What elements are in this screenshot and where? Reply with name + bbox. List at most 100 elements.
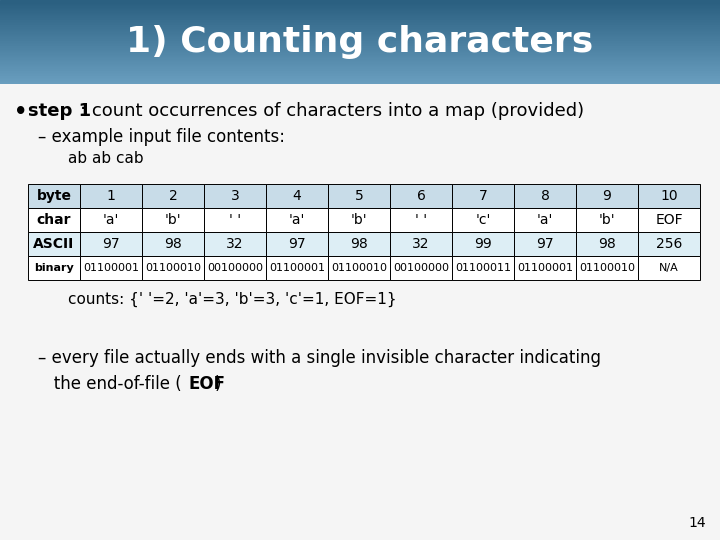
Text: 01100001: 01100001: [517, 263, 573, 273]
Bar: [28, 184, 80, 208]
Bar: [0, 23, 720, 24]
Text: 00100000: 00100000: [393, 263, 449, 273]
Text: the end-of-file (: the end-of-file (: [38, 375, 181, 393]
Text: 4: 4: [292, 189, 302, 203]
Bar: [390, 256, 452, 280]
Bar: [0, 50, 720, 51]
Bar: [266, 256, 328, 280]
Bar: [0, 20, 720, 21]
Bar: [0, 18, 720, 19]
Text: 98: 98: [164, 237, 182, 251]
Bar: [0, 37, 720, 38]
Bar: [0, 32, 720, 33]
Text: 1) Counting characters: 1) Counting characters: [127, 25, 593, 59]
Text: 01100010: 01100010: [145, 263, 201, 273]
Bar: [576, 184, 638, 208]
Bar: [328, 232, 390, 256]
Text: EOF: EOF: [188, 375, 225, 393]
Bar: [0, 47, 720, 48]
Bar: [0, 9, 720, 10]
Bar: [0, 40, 720, 41]
Bar: [0, 33, 720, 35]
Bar: [0, 60, 720, 61]
Bar: [0, 77, 720, 78]
Bar: [28, 256, 80, 280]
Bar: [0, 22, 720, 23]
Bar: [80, 232, 142, 256]
Bar: [266, 232, 328, 256]
Text: step 1: step 1: [28, 102, 91, 120]
Bar: [0, 4, 720, 5]
Bar: [0, 12, 720, 14]
Bar: [514, 256, 576, 280]
Bar: [0, 55, 720, 56]
Text: 7: 7: [479, 189, 487, 203]
Bar: [0, 5, 720, 6]
Bar: [0, 76, 720, 77]
Text: EOF: EOF: [655, 213, 683, 227]
Text: 98: 98: [350, 237, 368, 251]
Bar: [328, 256, 390, 280]
Bar: [0, 1, 720, 2]
Text: 01100010: 01100010: [331, 263, 387, 273]
Bar: [0, 64, 720, 65]
Text: 3: 3: [230, 189, 239, 203]
Bar: [0, 82, 720, 83]
Bar: [638, 256, 700, 280]
Text: 00100000: 00100000: [207, 263, 263, 273]
Text: ): ): [215, 375, 222, 393]
Bar: [0, 27, 720, 28]
Bar: [28, 208, 80, 232]
Text: 2: 2: [168, 189, 177, 203]
Text: 14: 14: [688, 516, 706, 530]
Bar: [638, 184, 700, 208]
Text: 1: 1: [107, 189, 115, 203]
Text: 99: 99: [474, 237, 492, 251]
Text: ' ': ' ': [415, 213, 427, 227]
Text: 01100010: 01100010: [579, 263, 635, 273]
Bar: [0, 11, 720, 12]
Bar: [0, 15, 720, 16]
Bar: [0, 46, 720, 47]
Bar: [0, 29, 720, 30]
Bar: [390, 184, 452, 208]
Bar: [0, 75, 720, 76]
Bar: [204, 256, 266, 280]
Bar: [514, 208, 576, 232]
Bar: [0, 3, 720, 4]
Text: 'b': 'b': [351, 213, 367, 227]
Bar: [514, 184, 576, 208]
Bar: [0, 69, 720, 70]
Bar: [0, 59, 720, 60]
Text: 6: 6: [417, 189, 426, 203]
Bar: [0, 79, 720, 80]
Bar: [328, 184, 390, 208]
Bar: [0, 73, 720, 75]
Text: byte: byte: [37, 189, 71, 203]
Text: binary: binary: [34, 263, 74, 273]
Bar: [0, 52, 720, 53]
Bar: [0, 42, 720, 43]
Text: ASCII: ASCII: [33, 237, 75, 251]
Bar: [142, 256, 204, 280]
Text: char: char: [37, 213, 71, 227]
Text: 01100001: 01100001: [269, 263, 325, 273]
Text: : count occurrences of characters into a map (provided): : count occurrences of characters into a…: [80, 102, 584, 120]
Bar: [576, 208, 638, 232]
Bar: [266, 208, 328, 232]
Bar: [0, 21, 720, 22]
Bar: [0, 57, 720, 58]
Bar: [328, 208, 390, 232]
Text: 'b': 'b': [599, 213, 616, 227]
Text: – example input file contents:: – example input file contents:: [38, 128, 285, 146]
Bar: [0, 68, 720, 69]
Bar: [452, 184, 514, 208]
Text: 'b': 'b': [165, 213, 181, 227]
Bar: [0, 49, 720, 50]
Text: ab ab cab: ab ab cab: [68, 151, 143, 166]
Bar: [0, 80, 720, 81]
Bar: [0, 14, 720, 15]
Bar: [142, 208, 204, 232]
Bar: [0, 61, 720, 62]
Bar: [0, 2, 720, 3]
